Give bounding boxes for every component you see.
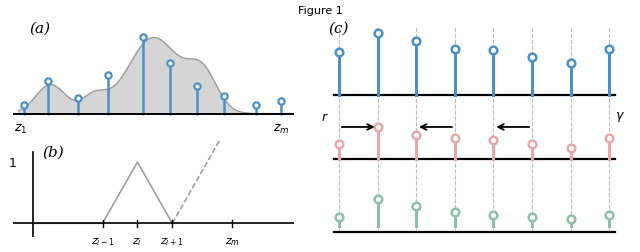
Text: $z_m$: $z_m$ — [273, 123, 289, 136]
Text: (b): (b) — [43, 145, 65, 159]
Text: Figure 1: Figure 1 — [298, 6, 342, 16]
Text: $1$: $1$ — [8, 156, 17, 169]
Text: (a): (a) — [29, 21, 50, 35]
Text: $z_{i+1}$: $z_{i+1}$ — [161, 236, 184, 247]
Text: $r$: $r$ — [321, 110, 329, 123]
Text: $z_1$: $z_1$ — [14, 123, 28, 136]
Text: $z_i$: $z_i$ — [132, 236, 142, 247]
Text: $z_m$: $z_m$ — [225, 236, 239, 247]
Text: $z_{i-1}$: $z_{i-1}$ — [91, 236, 115, 247]
Text: $\gamma$: $\gamma$ — [614, 109, 625, 123]
Text: (c): (c) — [328, 22, 349, 36]
